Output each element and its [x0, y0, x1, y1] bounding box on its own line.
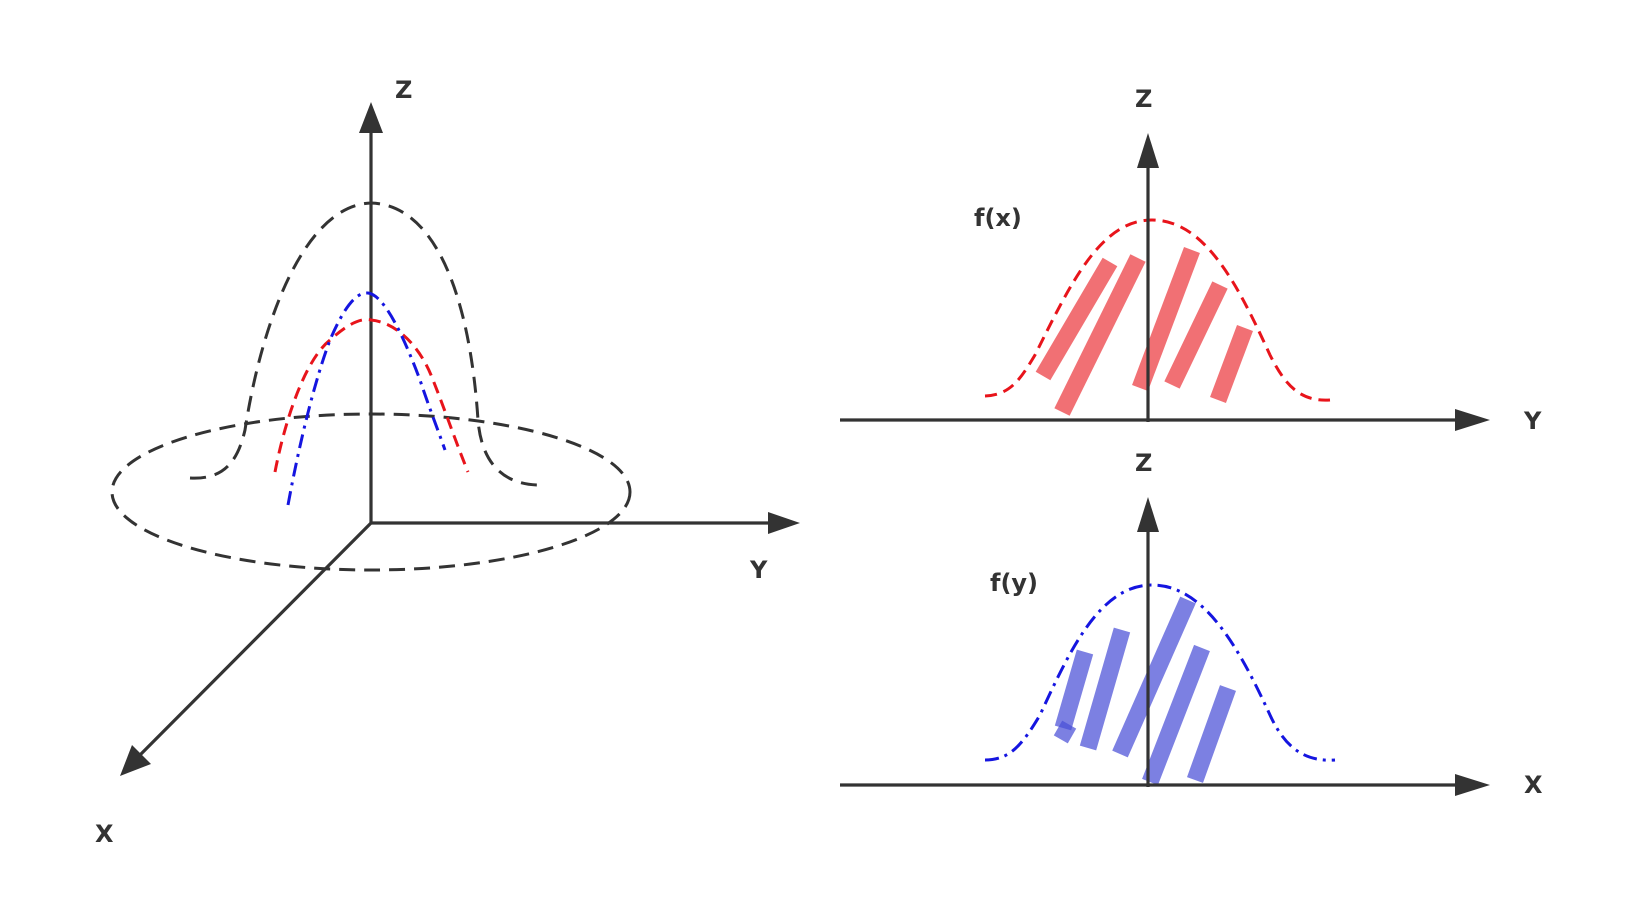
hatch-stroke	[1053, 720, 1077, 744]
x-arrowhead-3d	[120, 745, 151, 776]
x-label-3d: X	[95, 820, 114, 848]
z-arrowhead-top	[1137, 133, 1159, 168]
red-hatch-fill	[1035, 247, 1253, 416]
hatch-stroke	[1079, 627, 1131, 751]
left-3d-plot: Z Y X	[95, 76, 800, 848]
z-label-3d: Z	[395, 76, 412, 104]
z-arrowhead-bottom	[1137, 497, 1159, 532]
hatch-stroke	[1164, 281, 1228, 389]
y-label-top: Y	[1523, 407, 1542, 435]
y-label-3d: Y	[749, 556, 768, 584]
top-right-plot: Z Y f(x)	[840, 85, 1542, 435]
hatch-stroke	[1035, 257, 1118, 381]
x-arrowhead-bottom	[1455, 774, 1490, 796]
hatch-stroke	[1054, 649, 1094, 731]
hatch-stroke	[1210, 325, 1253, 403]
red-slice-curve	[273, 318, 470, 473]
hatch-stroke	[1054, 254, 1146, 416]
z-arrowhead-3d	[359, 102, 383, 133]
z-label-top: Z	[1135, 85, 1152, 113]
hatch-stroke	[1186, 685, 1237, 783]
hatch-stroke	[1142, 644, 1210, 786]
fy-curve	[984, 583, 1336, 762]
z-label-bottom: Z	[1135, 449, 1152, 477]
blue-hatch-fill	[1053, 596, 1237, 786]
fx-label: f(x)	[974, 204, 1022, 232]
x-label-bottom: X	[1524, 771, 1543, 799]
joint-bell-outline	[189, 201, 541, 487]
blue-slice-curve	[286, 291, 447, 506]
x-axis-3d	[138, 521, 373, 757]
y-arrowhead-3d	[768, 512, 800, 534]
fy-label: f(y)	[990, 569, 1038, 597]
fx-curve	[984, 218, 1331, 402]
bottom-right-plot: Z X f(y)	[840, 449, 1543, 799]
y-arrowhead-top	[1455, 409, 1490, 431]
hatch-stroke	[1112, 596, 1196, 758]
